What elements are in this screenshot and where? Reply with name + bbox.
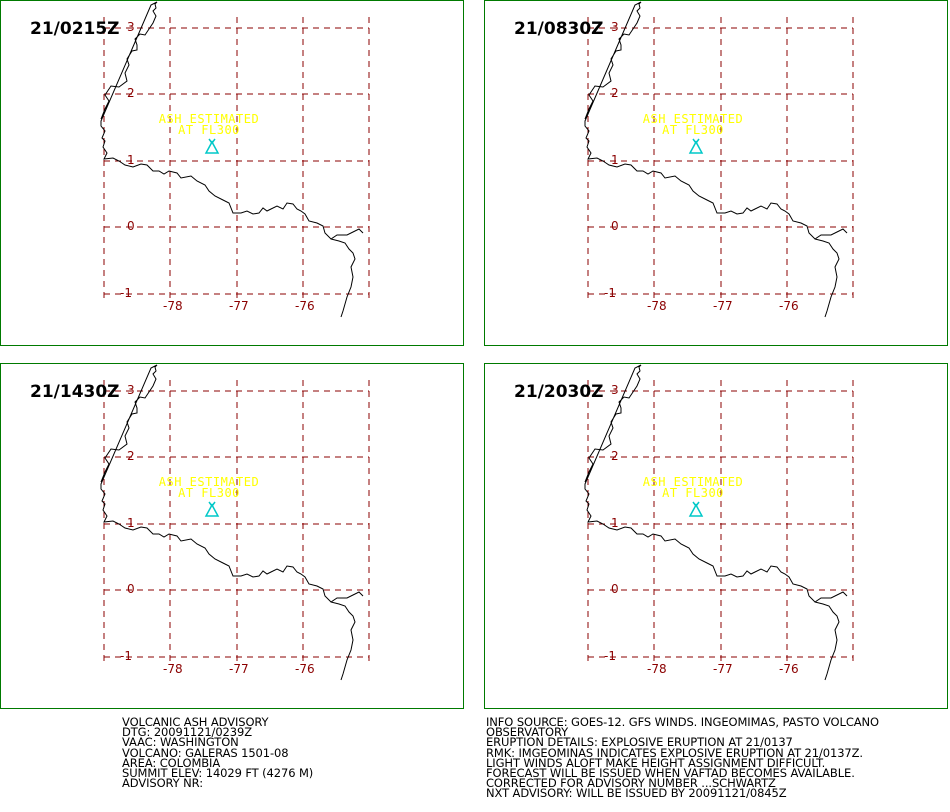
longitude-label: -76 — [779, 299, 799, 313]
advisory-header-block: VOLCANIC ASH ADVISORY DTG: 20091121/0239… — [122, 715, 314, 791]
border-line — [330, 601, 356, 681]
remarks-line: NXT ADVISORY: WILL BE ISSUED BY 20091121… — [486, 786, 787, 801]
ash-estimate-label: ASH ESTIMATED AT FL300 — [147, 112, 271, 137]
map-canvas — [100, 364, 370, 681]
latitude-label: 3 — [611, 20, 619, 34]
remarks-line: ERUPTION DETAILS: EXPLOSIVE ERUPTION AT … — [486, 735, 793, 750]
latitude-label: 0 — [127, 582, 135, 596]
latitude-label: 0 — [611, 582, 619, 596]
ash-estimate-line: AT FL300 — [178, 486, 240, 500]
border-line — [814, 238, 840, 318]
latitude-label: 2 — [127, 449, 135, 463]
latitude-label: -1 — [120, 286, 132, 300]
ash-estimate-line: AT FL300 — [662, 486, 724, 500]
map-canvas — [584, 364, 854, 681]
longitude-label: -76 — [295, 662, 315, 676]
remarks-line: RMK: IMGEOMINAS INDICATES EXPLOSIVE ERUP… — [486, 745, 863, 760]
forecast-panel-2: 21/0830Z 3 2 1 0 -1 -78 -77 -76 ASH ESTIMATED AT F… — [484, 0, 948, 346]
latitude-label: 2 — [611, 86, 619, 100]
coastline — [100, 1, 364, 240]
valid-time-label: 21/0830Z — [514, 19, 604, 39]
latitude-label: 3 — [127, 20, 135, 34]
latitude-label: 1 — [611, 516, 619, 530]
longitude-label: -78 — [647, 662, 667, 676]
remarks-line: CORRECTED FOR ADVISORY NUMBER ...SCHWART… — [486, 776, 776, 791]
border-line — [814, 601, 840, 681]
remarks-line: LIGHT WINDS ALOFT MAKE HEIGHT ASSIGNMENT… — [486, 755, 826, 770]
remarks-line: INFO SOURCE: GOES-12. GFS WINDS. INGEOMI… — [486, 715, 879, 729]
ash-estimate-line: ASH ESTIMATED — [158, 475, 260, 489]
valid-time-label: 21/1430Z — [30, 382, 120, 402]
ash-estimate-line: AT FL300 — [662, 123, 724, 137]
longitude-label: -76 — [779, 662, 799, 676]
latitude-label: 0 — [127, 219, 135, 233]
volcano-icon — [688, 138, 704, 154]
coastline — [584, 364, 848, 603]
volcano-icon — [204, 501, 220, 517]
latitude-label: 0 — [611, 219, 619, 233]
volcano-icon — [688, 501, 704, 517]
ash-estimate-line: ASH ESTIMATED — [158, 112, 260, 126]
latitude-label: 1 — [127, 153, 135, 167]
latitude-label: 2 — [127, 86, 135, 100]
latitude-label: 1 — [611, 153, 619, 167]
forecast-panel-4: 21/2030Z 3 2 1 0 -1 -78 -77 -76 ASH ESTIMATED AT F… — [484, 363, 948, 709]
ash-estimate-line: ASH ESTIMATED — [642, 112, 744, 126]
advisory-line: ADVISORY NR: — [122, 776, 203, 791]
forecast-panel-3: 21/1430Z 3 2 1 0 -1 -78 -77 -76 ASH ESTIMATED AT F… — [0, 363, 464, 709]
longitude-label: -76 — [295, 299, 315, 313]
ash-estimate-label: ASH ESTIMATED AT FL300 — [631, 475, 755, 500]
longitude-label: -78 — [163, 662, 183, 676]
map-canvas — [100, 1, 370, 318]
latitude-label: 2 — [611, 449, 619, 463]
volcano-icon — [204, 138, 220, 154]
coastline — [100, 364, 364, 603]
advisory-line: SUMMIT ELEV: 14029 FT (4276 M) — [122, 765, 314, 780]
remarks-line: OBSERVATORY — [486, 725, 569, 740]
coastline — [584, 1, 848, 240]
advisory-line: VOLCANIC ASH ADVISORY — [122, 715, 269, 729]
ash-estimate-label: ASH ESTIMATED AT FL300 — [147, 475, 271, 500]
ash-estimate-label: ASH ESTIMATED AT FL300 — [631, 112, 755, 137]
advisory-remarks-block: INFO SOURCE: GOES-12. GFS WINDS. INGEOMI… — [486, 715, 879, 801]
ash-estimate-line: AT FL300 — [178, 123, 240, 137]
valid-time-label: 21/0215Z — [30, 19, 120, 39]
latitude-label: -1 — [120, 649, 132, 663]
advisory-line: VAAC: WASHINGTON — [122, 735, 239, 750]
remarks-line: FORECAST WILL BE ISSUED WHEN VAFTAD BECO… — [486, 765, 855, 780]
forecast-panel-1: 21/0215Z 3 2 1 0 -1 -78 -77 -76 ASH ESTIMATED AT F… — [0, 0, 464, 346]
longitude-label: -78 — [647, 299, 667, 313]
longitude-label: -78 — [163, 299, 183, 313]
ash-estimate-line: ASH ESTIMATED — [642, 475, 744, 489]
advisory-line: DTG: 20091121/0239Z — [122, 725, 252, 740]
latitude-label: -1 — [604, 649, 616, 663]
longitude-label: -77 — [713, 662, 733, 676]
latitude-label: 3 — [127, 383, 135, 397]
latitude-label: -1 — [604, 286, 616, 300]
longitude-label: -77 — [229, 299, 249, 313]
valid-time-label: 21/2030Z — [514, 382, 604, 402]
advisory-line: VOLCANO: GALERAS 1501-08 — [122, 745, 289, 760]
latitude-label: 1 — [127, 516, 135, 530]
longitude-label: -77 — [229, 662, 249, 676]
map-canvas — [584, 1, 854, 318]
border-line — [330, 238, 356, 318]
advisory-line: AREA: COLOMBIA — [122, 755, 221, 770]
longitude-label: -77 — [713, 299, 733, 313]
latitude-label: 3 — [611, 383, 619, 397]
